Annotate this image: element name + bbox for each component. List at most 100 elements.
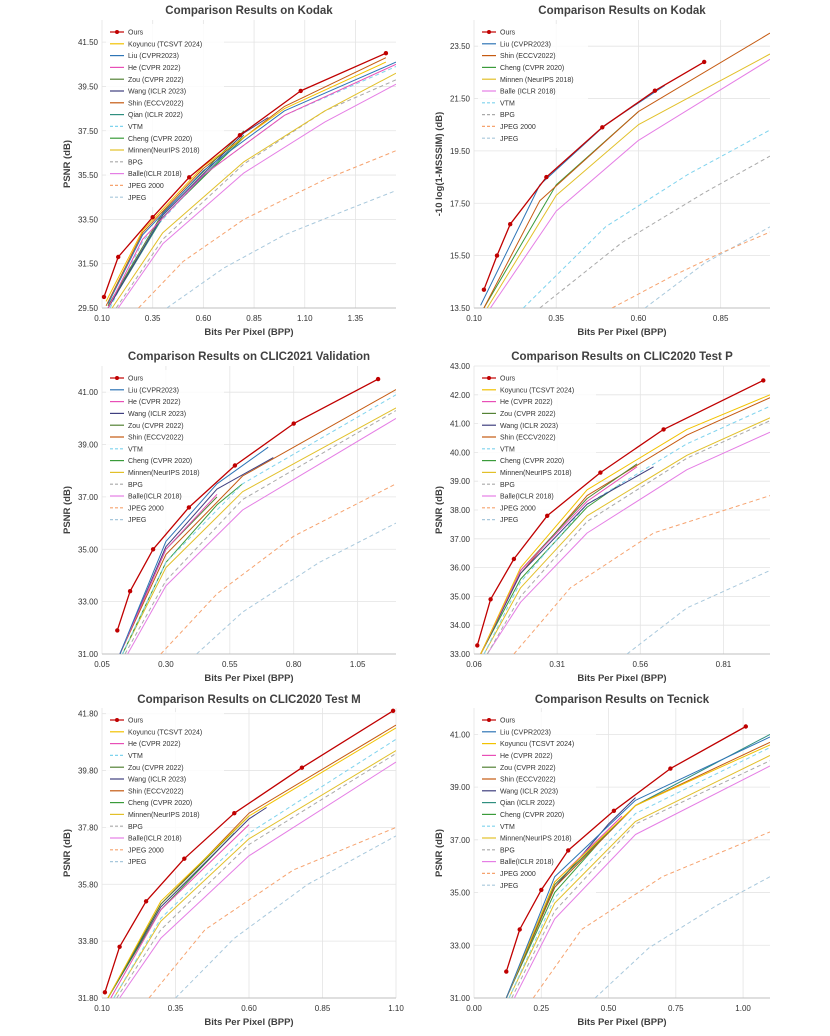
legend-label: He (CVPR 2022)	[128, 741, 181, 748]
y-tick-label: 35.00	[450, 592, 471, 601]
series-line-bpg	[539, 155, 770, 308]
legend-label: Shin (ECCV2022)	[128, 788, 184, 795]
legend-marker	[487, 376, 491, 380]
series-line-vtm	[522, 129, 770, 308]
legend-marker	[487, 718, 491, 722]
y-axis-label: PSNR (dB)	[62, 486, 73, 534]
y-tick-label: 36.00	[450, 564, 471, 573]
x-tick-label: 0.60	[241, 1004, 257, 1013]
series-line-he-cvpr-2022	[480, 466, 638, 654]
x-tick-label: 1.10	[388, 1004, 404, 1013]
series-line-balle-iclr-2018	[486, 431, 770, 654]
legend-label: Liu (CVPR2023)	[128, 53, 179, 60]
y-tick-label: 42.00	[450, 391, 471, 400]
x-tick-label: 0.55	[222, 660, 238, 669]
data-point-ours	[383, 51, 389, 56]
data-point-ours	[101, 294, 107, 300]
y-tick-label: 37.00	[78, 493, 99, 502]
series-line-liu-cvpr2023	[107, 61, 396, 304]
series-line-he-cvpr-2022	[110, 824, 250, 998]
y-axis-label: PSNR (dB)	[434, 486, 445, 534]
legend-label: Minnen(NeurIPS 2018)	[500, 836, 572, 843]
x-tick-label: 0.35	[548, 314, 564, 323]
data-point-ours	[702, 59, 707, 65]
series-line-balle-iclr-2018	[127, 417, 396, 654]
data-point-ours	[598, 470, 603, 475]
y-tick-label: 31.00	[78, 650, 99, 659]
x-tick-label: 1.10	[297, 314, 313, 323]
legend-label: Ours	[500, 376, 516, 383]
y-tick-label: 41.50	[78, 38, 99, 47]
legend-label: JPEG 2000	[500, 124, 536, 131]
chart-title: Comparison Results on Kodak	[538, 5, 706, 17]
legend-background	[478, 24, 588, 148]
legend-label: Minnen(NeurIPS 2018)	[128, 470, 200, 477]
legend-label: Qian (ICLR 2022)	[500, 800, 555, 807]
series-line-zou-cvpr-2022	[107, 130, 245, 307]
data-point-ours	[150, 547, 156, 552]
data-point-ours	[661, 427, 666, 432]
data-point-ours	[743, 724, 748, 729]
legend-marker	[115, 376, 119, 380]
series-line-wang-iclr-2023	[119, 457, 274, 654]
legend-label: He (CVPR 2022)	[500, 753, 553, 760]
y-axis-label: -10 log(1-MSSSIM) (dB)	[434, 112, 445, 217]
x-tick-label: 0.81	[716, 660, 732, 669]
legend-label: Ours	[128, 30, 144, 37]
legend-label: BPG	[500, 482, 515, 489]
y-tick-label: 19.50	[450, 147, 471, 156]
data-point-ours	[488, 597, 493, 602]
legend-label: BPG	[500, 847, 515, 854]
series-line-jpeg	[626, 570, 770, 654]
data-point-ours	[539, 887, 544, 893]
legend-label: Koyuncu (TCSVT 2024)	[128, 41, 202, 48]
legend-marker	[115, 718, 119, 722]
legend-label: Wang (ICLR 2023)	[500, 788, 558, 795]
y-tick-label: 35.00	[450, 889, 471, 898]
legend-label: Koyuncu (TCSVT 2024)	[500, 387, 574, 394]
x-tick-label: 0.10	[94, 314, 110, 323]
chart-legend: Ours Liu (CVPR2023) Koyuncu (TCSVT 2024) He…	[478, 712, 596, 895]
x-tick-label: 0.50	[601, 1004, 617, 1013]
legend-background	[478, 712, 596, 895]
series-line-minnen-neurips-2018	[508, 755, 770, 998]
data-point-ours	[481, 287, 487, 292]
y-tick-label: 33.00	[450, 941, 471, 950]
chart-title: Comparison Results on Tecnick	[535, 694, 710, 706]
legend-label: JPEG 2000	[128, 847, 164, 854]
legend-marker	[115, 30, 119, 34]
data-point-ours	[187, 175, 192, 180]
x-tick-label: 0.10	[94, 1004, 110, 1013]
data-point-ours	[611, 808, 617, 813]
legend-label: Wang (ICLR 2023)	[128, 777, 186, 784]
y-axis-label: PSNR (dB)	[62, 829, 73, 877]
legend-label: Balle(ICLR 2018)	[500, 859, 554, 866]
legend-label: He (CVPR 2022)	[128, 399, 181, 406]
series-line-cheng-cvpr-2020	[480, 483, 621, 654]
x-axis-label: Bits Per Pixel (BPP)	[577, 1017, 666, 1028]
data-point-ours	[504, 969, 509, 974]
legend-label: Cheng (CVPR 2020)	[128, 136, 192, 143]
legend-label: Shin (ECCV2022)	[500, 777, 556, 784]
series-line-balle-iclr-2018	[117, 83, 396, 308]
y-tick-label: 43.00	[450, 362, 471, 371]
series-line-jpeg-2000	[611, 231, 770, 308]
y-tick-label: 39.00	[450, 783, 471, 792]
legend-background	[106, 712, 224, 872]
y-tick-label: 31.00	[450, 994, 471, 1003]
series-line-bpg	[486, 420, 770, 654]
legend-label: Ours	[128, 718, 144, 725]
data-point-ours	[116, 254, 121, 260]
legend-label: Minnen(NeurIPS 2018)	[500, 470, 572, 477]
data-point-ours	[375, 376, 381, 382]
data-point-ours	[475, 643, 480, 648]
x-tick-label: 0.60	[196, 314, 212, 323]
data-point-ours	[600, 125, 605, 130]
series-line-balle-iclr-2018	[489, 58, 770, 308]
data-point-ours	[127, 589, 133, 594]
legend-label: Shin (ECCV2022)	[500, 435, 556, 442]
legend-label: Minnen (NeurIPS 2018)	[500, 77, 574, 84]
series-line-liu-cvpr2023	[505, 736, 770, 998]
legend-label: BPG	[128, 482, 143, 489]
data-point-ours	[511, 556, 517, 562]
